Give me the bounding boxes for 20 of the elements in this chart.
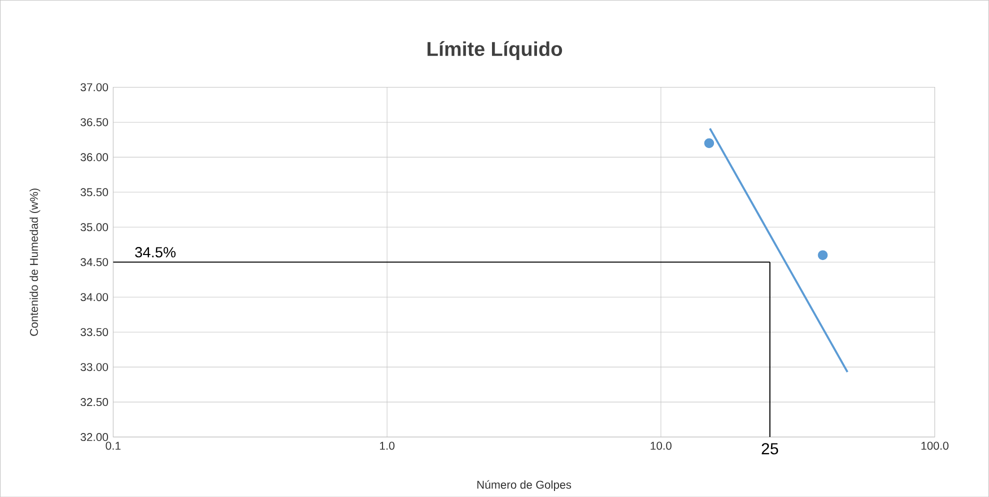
y-tick-label: 36.50 [80,118,108,126]
y-tick-label: 32.50 [80,398,108,406]
x-axis-title: Número de Golpes [477,480,572,491]
y-tick-label: 36.00 [80,153,108,162]
y-tick-label: 35.50 [80,188,108,196]
x-tick-label: 100.0 [921,442,948,450]
ref-line-label: 25 [762,442,778,454]
y-tick-label: 34.00 [80,292,108,301]
chart-title: Límite Líquido [428,41,562,60]
y-tick-label: 33.50 [80,328,108,336]
x-tick-label: 10.0 [650,442,672,450]
y-axis-title: Contenido de Humedad (w%) [30,188,40,336]
y-tick-label: 33.00 [80,362,108,371]
y-tick-label: 37.00 [80,83,108,92]
y-tick-label: 32.00 [80,432,108,441]
y-tick-label: 35.00 [80,223,108,232]
x-tick-label: 0.1 [106,442,121,450]
y-tick-label: 34.50 [80,258,108,266]
x-tick-label: 1.0 [380,442,394,450]
ref-line-label: 34.5% [135,246,176,258]
